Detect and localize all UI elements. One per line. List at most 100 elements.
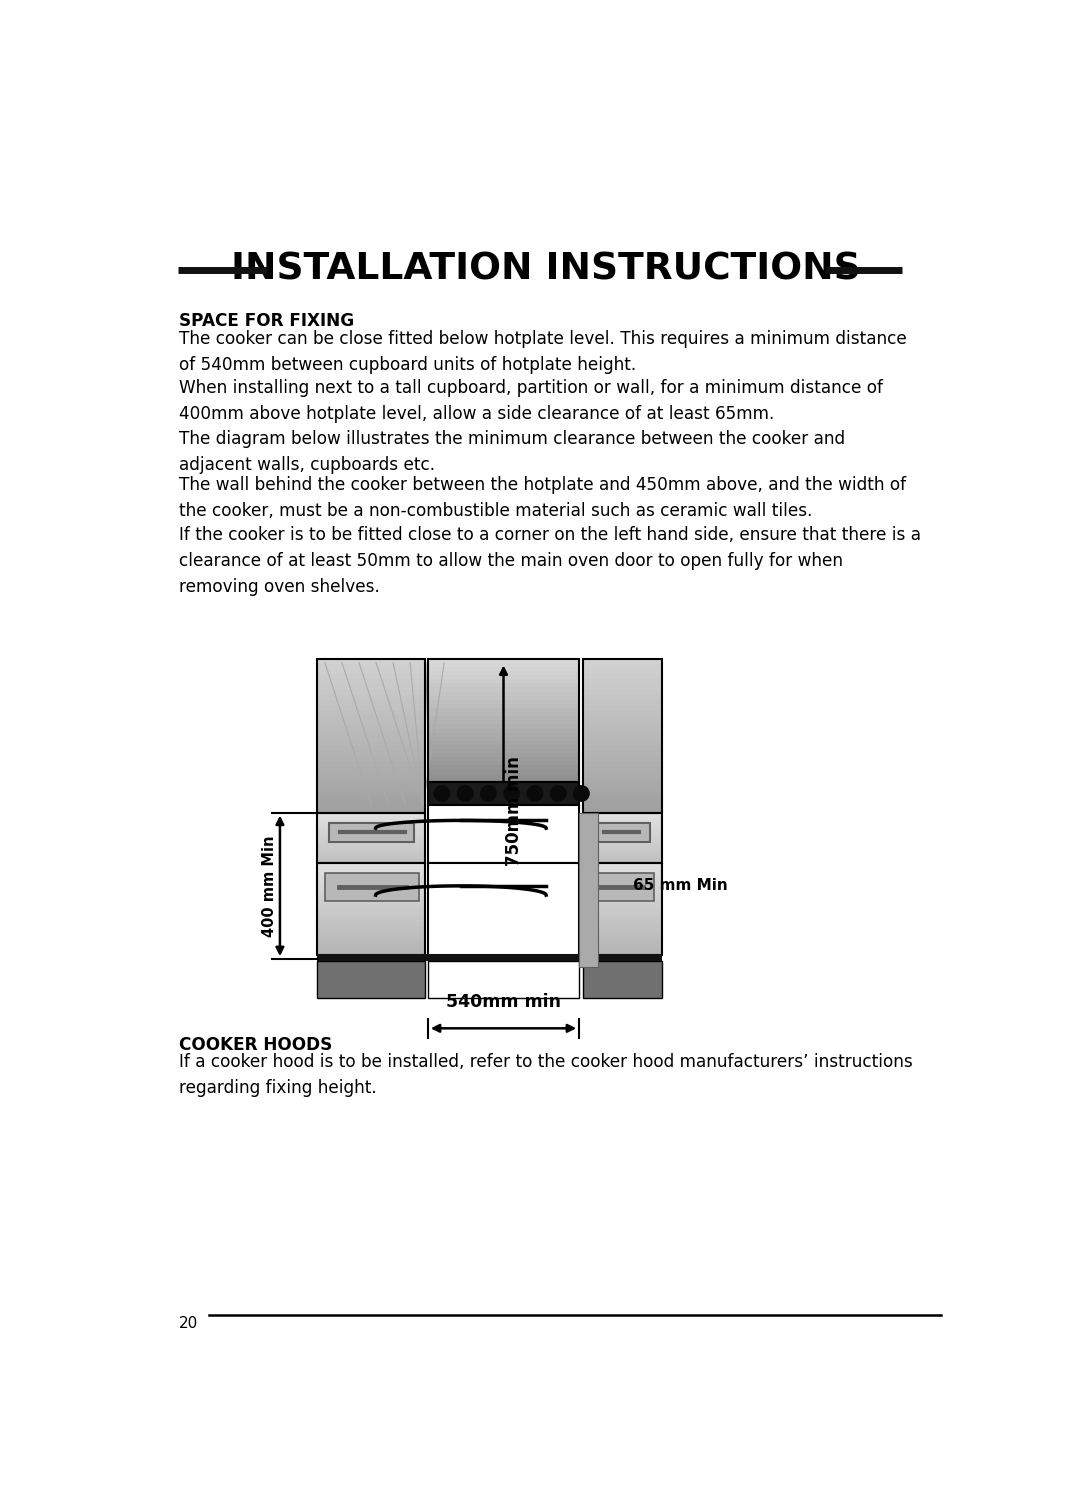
Bar	[583, 846, 662, 848]
Bar	[583, 781, 662, 787]
Bar	[583, 940, 662, 943]
Bar	[428, 721, 579, 724]
Circle shape	[527, 786, 542, 801]
Bar	[318, 840, 424, 842]
Bar	[583, 731, 662, 736]
Bar	[318, 830, 424, 831]
Bar	[318, 949, 424, 952]
Bar	[318, 816, 424, 817]
Bar	[583, 814, 662, 816]
Bar	[428, 716, 579, 721]
Bar	[328, 822, 414, 842]
Bar	[318, 953, 662, 961]
Bar	[318, 869, 424, 872]
Bar	[318, 937, 424, 940]
Bar	[583, 746, 662, 751]
Bar	[318, 706, 424, 710]
Bar	[583, 715, 662, 721]
Bar	[583, 863, 662, 866]
Bar	[583, 910, 662, 913]
Bar	[583, 861, 662, 863]
Bar	[428, 766, 579, 769]
Bar	[318, 848, 424, 849]
Bar	[583, 817, 662, 819]
Bar	[318, 674, 424, 680]
Bar	[583, 843, 662, 845]
Bar	[583, 852, 662, 854]
Bar	[318, 961, 424, 997]
Bar	[583, 819, 662, 820]
Bar	[583, 916, 662, 919]
Bar	[318, 940, 424, 943]
Bar	[583, 875, 662, 878]
Bar	[318, 787, 424, 792]
Bar	[428, 659, 579, 781]
Bar	[583, 922, 662, 925]
Bar	[318, 846, 424, 848]
Bar	[318, 813, 424, 814]
Bar	[428, 663, 579, 666]
Bar	[318, 899, 424, 902]
Bar	[583, 659, 662, 813]
Bar	[583, 931, 662, 934]
Circle shape	[481, 786, 496, 801]
Bar	[318, 852, 424, 854]
Bar	[428, 733, 579, 737]
Bar	[428, 695, 579, 700]
Bar	[428, 752, 579, 757]
Bar	[318, 860, 424, 861]
Bar	[318, 902, 424, 907]
Bar	[583, 695, 662, 700]
Bar	[590, 873, 654, 901]
Bar	[583, 961, 662, 997]
Bar	[583, 807, 662, 813]
Bar	[583, 792, 662, 798]
Bar	[583, 736, 662, 740]
Bar	[428, 778, 579, 781]
Bar	[593, 822, 650, 842]
Bar	[318, 872, 424, 875]
Bar	[318, 881, 424, 884]
Bar	[318, 814, 424, 816]
Bar	[583, 825, 662, 827]
Bar	[583, 928, 662, 931]
Bar	[318, 884, 424, 887]
Bar	[318, 863, 424, 866]
Bar	[583, 680, 662, 684]
Bar	[583, 813, 662, 863]
Bar	[583, 913, 662, 916]
Bar	[428, 728, 579, 733]
Bar	[318, 893, 424, 896]
Bar	[583, 827, 662, 828]
Text: 400 mm Min: 400 mm Min	[261, 836, 276, 937]
Bar	[318, 834, 424, 836]
Bar	[428, 709, 579, 712]
Bar	[583, 725, 662, 731]
Bar	[318, 866, 424, 869]
Bar	[583, 845, 662, 846]
Bar	[318, 890, 424, 893]
Bar	[428, 745, 579, 749]
Bar	[583, 798, 662, 802]
Bar	[318, 731, 424, 736]
Bar	[583, 816, 662, 817]
Text: 750mm min: 750mm min	[505, 756, 524, 866]
Bar	[318, 946, 424, 949]
Bar	[318, 807, 424, 813]
Bar	[583, 857, 662, 858]
Circle shape	[458, 786, 473, 801]
Bar	[583, 934, 662, 937]
Text: When installing next to a tall cupboard, partition or wall, for a minimum distan: When installing next to a tall cupboard,…	[179, 379, 883, 423]
Bar	[318, 854, 424, 857]
Bar	[583, 866, 662, 869]
Bar	[583, 878, 662, 881]
Bar	[583, 740, 662, 746]
Bar	[318, 700, 424, 706]
Bar	[583, 751, 662, 756]
Bar	[583, 848, 662, 849]
Bar	[428, 712, 579, 716]
Bar	[583, 762, 662, 766]
Bar	[583, 949, 662, 952]
Circle shape	[573, 786, 590, 801]
Bar	[318, 887, 424, 890]
